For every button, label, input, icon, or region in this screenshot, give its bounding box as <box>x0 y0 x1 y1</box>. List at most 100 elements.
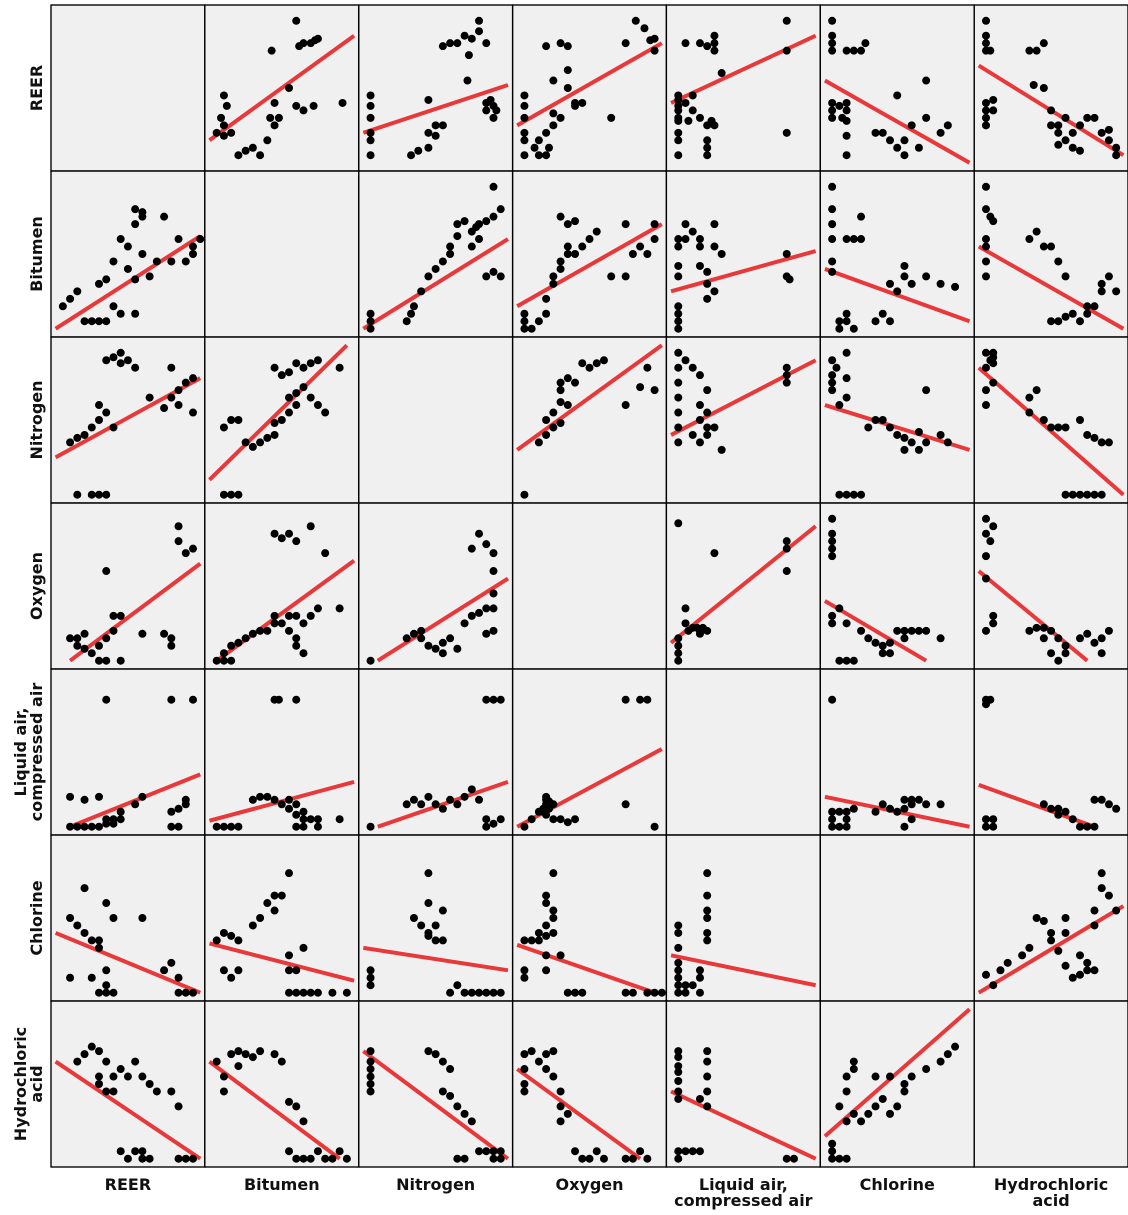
data-point <box>688 106 697 115</box>
data-point <box>95 1047 104 1056</box>
data-point <box>366 324 375 333</box>
data-point <box>102 356 111 365</box>
data-point <box>241 1050 250 1059</box>
data-point <box>174 235 183 244</box>
data-point <box>299 822 308 831</box>
data-point <box>189 1154 198 1163</box>
data-point <box>681 604 690 613</box>
data-point <box>674 393 683 402</box>
data-point <box>681 1147 690 1156</box>
data-point <box>285 626 294 635</box>
data-point <box>527 324 536 333</box>
data-point <box>1112 804 1121 813</box>
data-point <box>285 966 294 975</box>
data-point <box>674 128 683 137</box>
data-point <box>674 378 683 387</box>
data-point <box>674 363 683 372</box>
data-point <box>174 822 183 831</box>
data-point <box>789 1154 798 1163</box>
data-point <box>366 91 375 100</box>
data-point <box>534 928 543 937</box>
data-point <box>431 131 440 140</box>
panel-4-2 <box>358 668 514 836</box>
data-point <box>102 275 111 284</box>
data-point <box>138 792 147 801</box>
panel-content-0-6 <box>977 16 1125 160</box>
data-point <box>703 136 712 145</box>
data-point <box>489 695 498 704</box>
data-point <box>212 936 221 945</box>
data-point <box>174 804 183 813</box>
data-point <box>527 936 536 945</box>
data-point <box>431 921 440 930</box>
data-point <box>828 235 837 244</box>
data-point <box>234 822 243 831</box>
data-point <box>313 815 322 824</box>
panel-6-1 <box>204 1000 360 1168</box>
data-point <box>981 205 990 214</box>
data-point <box>306 611 315 620</box>
data-point <box>116 1065 125 1074</box>
data-point <box>402 800 411 809</box>
data-point <box>893 1102 902 1111</box>
data-point <box>299 649 308 658</box>
data-point <box>885 649 894 658</box>
data-point <box>256 151 265 160</box>
labels-layer: REER REER Bitumen Bitumen Nitrogen Nitrogen Ox… <box>11 65 1108 1210</box>
data-point <box>914 626 923 635</box>
data-point <box>1047 423 1056 432</box>
data-point <box>842 1087 851 1096</box>
data-point <box>556 212 565 221</box>
data-point <box>1090 795 1099 804</box>
panel-1-1 <box>204 170 360 338</box>
data-point <box>534 438 543 447</box>
panel-content-2-1 <box>208 343 349 499</box>
data-point <box>1025 408 1034 417</box>
data-point <box>446 39 455 48</box>
data-point <box>174 988 183 997</box>
data-point <box>248 442 257 451</box>
data-point <box>489 567 498 576</box>
data-point <box>542 951 551 960</box>
panel-content-3-5 <box>823 514 945 665</box>
data-point <box>167 695 176 704</box>
data-point <box>981 242 990 251</box>
data-point <box>828 356 837 365</box>
data-point <box>227 490 236 499</box>
panel-1-4 <box>665 170 821 338</box>
data-point <box>102 317 111 326</box>
data-point <box>1068 815 1077 824</box>
data-point <box>695 242 704 251</box>
data-point <box>248 921 257 930</box>
data-point <box>563 84 572 92</box>
data-point <box>1097 884 1106 893</box>
data-point <box>123 1154 132 1163</box>
data-point <box>227 931 236 940</box>
data-point <box>1025 626 1034 635</box>
data-point <box>842 807 851 816</box>
data-point <box>710 220 719 229</box>
data-point <box>981 113 990 122</box>
data-point <box>366 966 375 975</box>
data-point <box>878 800 887 809</box>
data-point <box>219 656 228 665</box>
data-point <box>489 604 498 613</box>
data-point <box>989 378 998 387</box>
data-point <box>219 131 228 140</box>
data-point <box>438 1057 447 1066</box>
data-point <box>306 988 315 997</box>
data-point <box>263 792 272 801</box>
data-point <box>292 810 301 819</box>
data-point <box>189 250 198 258</box>
data-point <box>828 537 837 546</box>
data-point <box>366 1057 375 1066</box>
data-point <box>900 626 909 635</box>
data-point <box>981 401 990 410</box>
data-point <box>431 121 440 130</box>
data-point <box>922 626 931 635</box>
data-point <box>871 638 880 647</box>
data-point <box>417 800 426 809</box>
data-point <box>217 113 226 122</box>
column-label: Liquid air, compressed air <box>674 1175 813 1210</box>
